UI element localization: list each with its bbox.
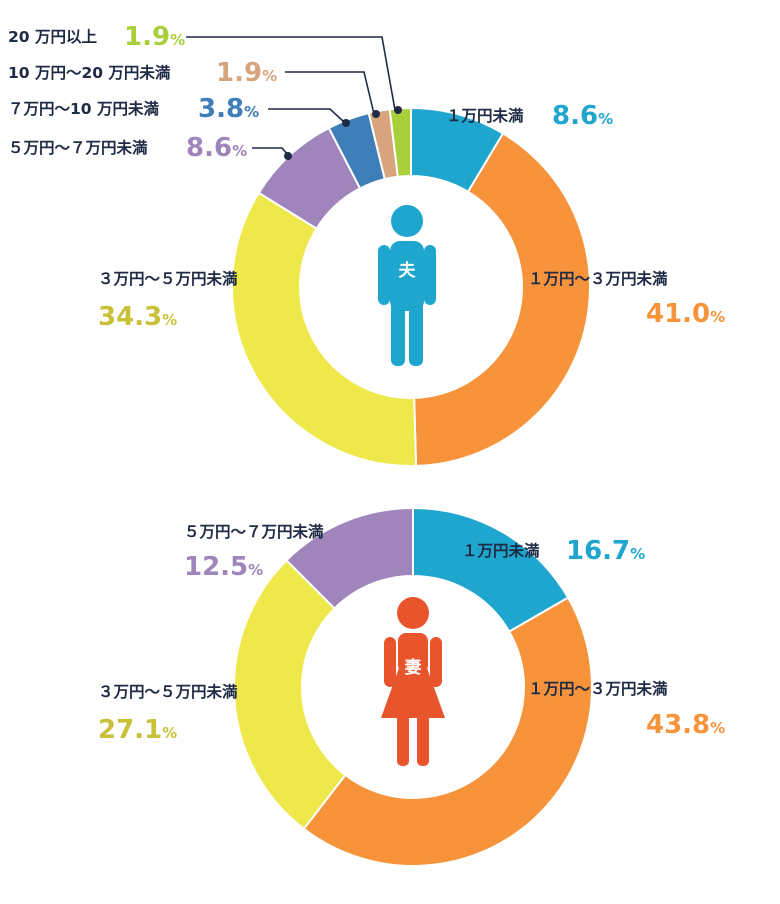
wife-slice-3 — [285, 506, 414, 610]
leader-line-5-7man — [252, 147, 289, 156]
husband-value-3-5man-num: 34.3 — [98, 302, 162, 332]
husband-value-1-3man: 41.0% — [646, 299, 725, 329]
wife-labels: ５万円～７万円未満 12.5% １万円未満 16.7% １万円～３万円未満 43… — [98, 522, 725, 745]
husband-value-20man: 1.9% — [124, 22, 185, 52]
husband-value-10-20man-unit: % — [262, 67, 277, 85]
wife-value-1-3man-unit: % — [710, 719, 725, 737]
wife-value-5-7man: 12.5% — [184, 552, 263, 582]
wife-value-under1man-num: 16.7 — [566, 536, 630, 566]
husband-label-under1man: １万円未満 — [446, 106, 524, 125]
husband-value-5-7man: 8.6% — [186, 133, 247, 163]
wife-slice-2 — [233, 558, 347, 831]
husband-value-5-7man-num: 8.6 — [186, 133, 232, 163]
husband-value-3-5man-unit: % — [162, 311, 177, 329]
wife-value-5-7man-num: 12.5 — [184, 552, 248, 582]
husband-value-7-10man: 3.8% — [198, 94, 259, 124]
wife-value-under1man: 16.7% — [566, 536, 645, 566]
leader-line-7-10man — [268, 108, 345, 123]
husband-value-under1man-num: 8.6 — [552, 101, 598, 131]
leader-line-10-20man — [285, 71, 375, 115]
husband-value-10-20man-num: 1.9 — [216, 58, 262, 88]
husband-value-under1man-unit: % — [598, 110, 613, 128]
husband-value-3-5man: 34.3% — [98, 302, 177, 332]
husband-slice-2 — [231, 191, 418, 467]
husband-value-1-3man-num: 41.0 — [646, 299, 710, 329]
wife-label-3-5man: ３万円～５万円未満 — [98, 682, 238, 701]
wife-value-3-5man: 27.1% — [98, 715, 177, 745]
leader-lines — [186, 36, 402, 160]
husband-value-under1man: 8.6% — [552, 101, 613, 131]
wife-value-3-5man-unit: % — [162, 724, 177, 742]
wife-figure-icon — [381, 597, 445, 766]
wife-value-3-5man-num: 27.1 — [98, 715, 162, 745]
wife-slice-1 — [302, 596, 593, 867]
wife-icon-label: 妻 — [405, 658, 422, 678]
leader-dot-10-20man — [372, 110, 380, 118]
husband-value-7-10man-num: 3.8 — [198, 94, 244, 124]
wife-value-under1man-unit: % — [630, 545, 645, 563]
husband-value-1-3man-unit: % — [710, 308, 725, 326]
husband-label-20man: 20 万円以上 — [8, 28, 97, 46]
husband-value-10-20man: 1.9% — [216, 58, 277, 88]
wife-label-1-3man: １万円～３万円未満 — [528, 679, 668, 698]
husband-label-1-3man: １万円～３万円未満 — [528, 269, 668, 288]
wife-value-5-7man-unit: % — [248, 561, 263, 579]
husband-label-7-10man: ７万円～10 万円未満 — [8, 99, 159, 118]
leader-dot-20man — [394, 106, 402, 114]
wife-donut-chart — [233, 506, 593, 867]
husband-label-5-7man: ５万円～７万円未満 — [8, 138, 148, 157]
wife-value-1-3man-num: 43.8 — [646, 710, 710, 740]
husband-label-10-20man: 10 万円～20 万円未満 — [8, 63, 171, 82]
leader-line-20man — [186, 36, 396, 111]
wife-label-under1man: １万円未満 — [462, 541, 540, 560]
leader-dot-5-7man — [284, 152, 292, 160]
leader-dot-7-10man — [342, 119, 350, 127]
husband-value-7-10man-unit: % — [244, 103, 259, 121]
husband-slice-1 — [413, 132, 591, 467]
wife-value-1-3man: 43.8% — [646, 710, 725, 740]
wife-label-5-7man: ５万円～７万円未満 — [184, 522, 324, 541]
husband-label-3-5man: ３万円～５万円未満 — [98, 269, 238, 288]
husband-value-5-7man-unit: % — [232, 142, 247, 160]
husband-figure-icon — [378, 205, 436, 366]
husband-value-20man-num: 1.9 — [124, 22, 170, 52]
husband-labels: 20 万円以上 1.9% 10 万円～20 万円未満 1.9% ７万円～10 万… — [8, 22, 725, 332]
husband-value-20man-unit: % — [170, 31, 185, 49]
husband-icon-label: 夫 — [399, 260, 417, 281]
